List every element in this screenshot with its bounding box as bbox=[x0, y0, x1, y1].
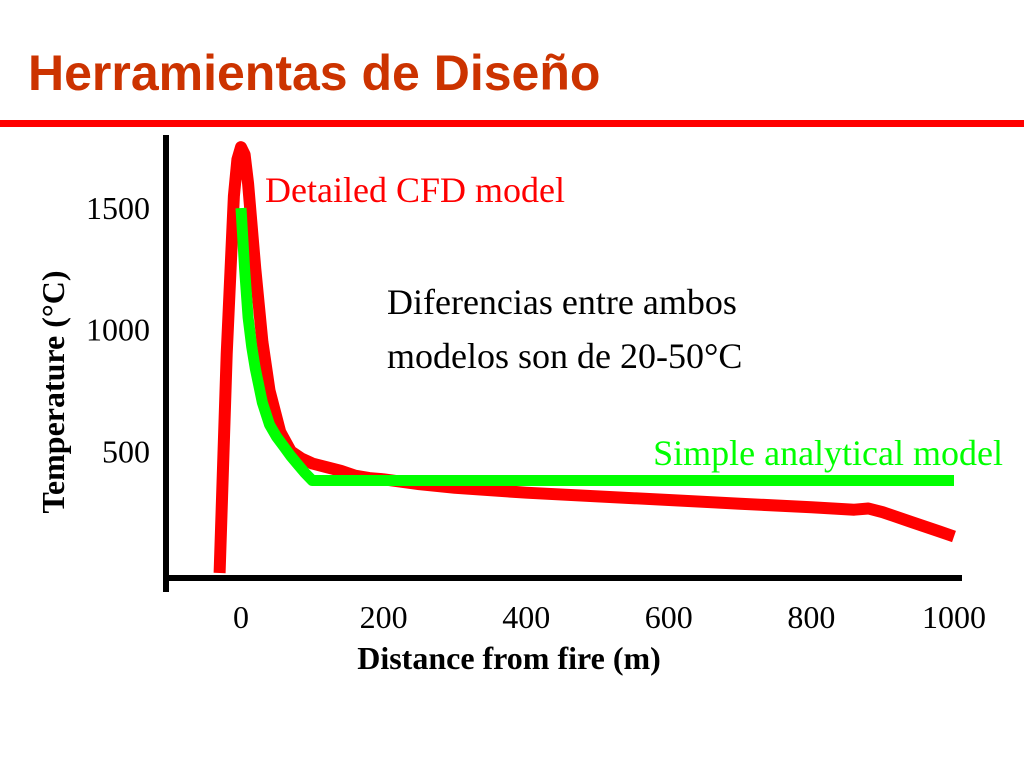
x-tick-label: 0 bbox=[233, 599, 249, 635]
x-tick-label: 1000 bbox=[922, 599, 986, 635]
series-line-1 bbox=[235, 207, 954, 486]
series-layer bbox=[213, 141, 956, 574]
slide-title: Herramientas de Diseño bbox=[28, 45, 601, 101]
series-label-cfd: Detailed CFD model bbox=[265, 170, 565, 210]
series-label-analytical: Simple analytical model bbox=[653, 433, 1003, 473]
annotation-line-2: modelos son de 20-50°C bbox=[387, 336, 742, 376]
series-line-0 bbox=[213, 141, 956, 574]
y-tick-label: 500 bbox=[102, 433, 150, 469]
x-tick-label: 200 bbox=[360, 599, 408, 635]
x-axis-title: Distance from fire (m) bbox=[357, 640, 661, 676]
x-tick-label: 800 bbox=[787, 599, 835, 635]
ticks-layer: 0 200 400 600 800 1000 500 1000 1500 bbox=[86, 190, 986, 635]
annotation-line-1: Diferencias entre ambos bbox=[387, 282, 737, 322]
axes-layer bbox=[163, 135, 962, 592]
y-tick-label: 1500 bbox=[86, 190, 150, 226]
x-tick-label: 600 bbox=[645, 599, 693, 635]
y-axis-title: Temperature (°C) bbox=[35, 271, 71, 514]
y-tick-label: 1000 bbox=[86, 312, 150, 348]
title-rule bbox=[0, 120, 1024, 127]
x-tick-label: 400 bbox=[502, 599, 550, 635]
